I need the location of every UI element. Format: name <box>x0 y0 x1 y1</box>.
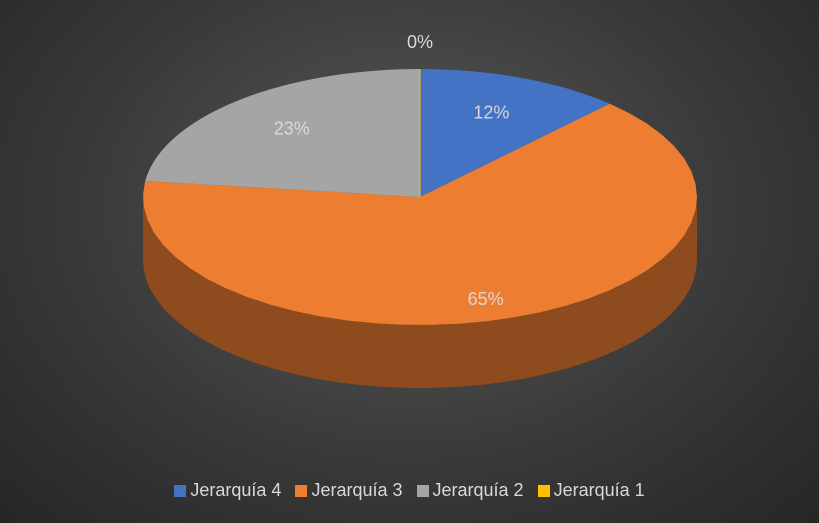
legend-label: Jerarquía 1 <box>553 480 645 500</box>
legend-label: Jerarquía 4 <box>190 480 282 500</box>
legend-item: Jerarquía 1 <box>537 480 645 501</box>
legend-swatch <box>537 484 550 497</box>
data-label: 0% <box>407 32 433 52</box>
legend-label: Jerarquía 2 <box>432 480 524 500</box>
slice <box>143 103 697 325</box>
data-label: 23% <box>274 119 310 139</box>
legend-item: Jerarquía 3 <box>295 480 403 501</box>
slice <box>420 69 610 197</box>
legend-swatch <box>295 484 308 497</box>
legend-swatch <box>416 484 429 497</box>
slice <box>145 69 420 197</box>
legend-label: Jerarquía 3 <box>311 480 403 500</box>
legend-item: Jerarquía 4 <box>174 480 281 501</box>
slice-side <box>143 197 697 388</box>
data-label: 12% <box>473 102 509 122</box>
legend: Jerarquía 4 Jerarquía 3 Jerarquía 2 Jerarqu… <box>0 480 819 501</box>
data-label: 65% <box>468 289 504 309</box>
legend-item: Jerarquía 2 <box>416 480 524 501</box>
legend-swatch <box>174 484 187 497</box>
pie-area: 12% 65% 23% 0% <box>143 32 697 388</box>
